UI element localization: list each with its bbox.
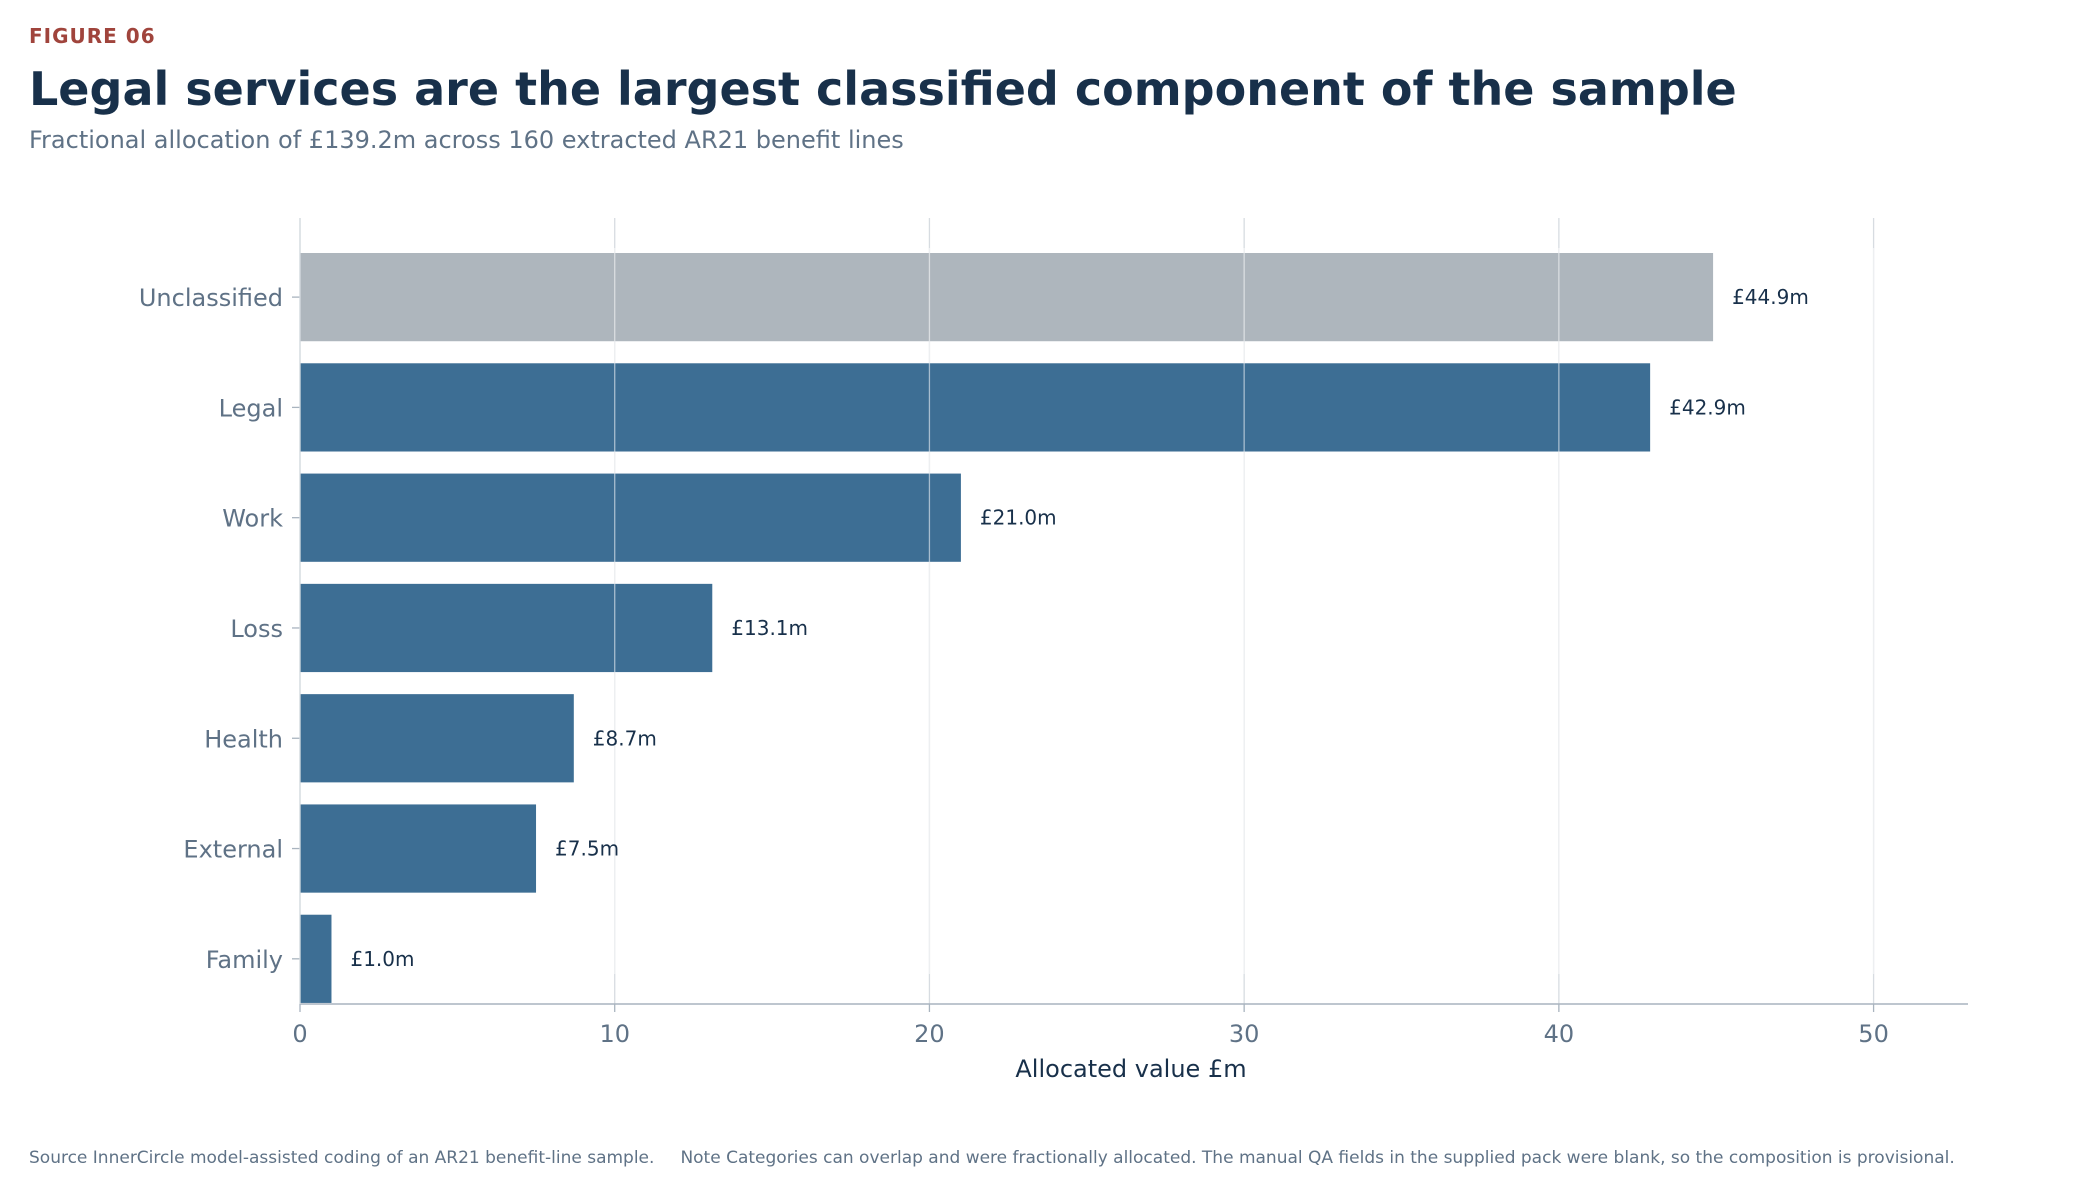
category-label: Work (222, 505, 283, 533)
bars (300, 248, 1875, 1003)
chart-subtitle: Fractional allocation of £139.2m across … (29, 126, 904, 154)
bar-health (300, 694, 574, 783)
category-label: Unclassified (139, 284, 283, 312)
category-label: Legal (219, 394, 283, 422)
figure-label: FIGURE 06 (29, 24, 156, 48)
value-label: £13.1m (731, 616, 808, 640)
bar-loss (300, 583, 713, 673)
x-axis-title: Allocated value £m (1015, 1055, 1246, 1083)
category-label: External (183, 836, 283, 864)
value-label: £21.0m (980, 506, 1057, 530)
x-tick-label: 10 (599, 1020, 630, 1048)
note-text: Note Categories can overlap and were fra… (680, 1148, 1955, 1168)
bar-external (300, 804, 537, 893)
category-label: Loss (230, 615, 283, 643)
value-label: £7.5m (555, 837, 619, 861)
x-tick-label: 0 (292, 1020, 307, 1048)
bar-legal (300, 363, 1651, 452)
bar-unclassified (300, 253, 1714, 342)
value-label: £1.0m (350, 947, 414, 971)
value-label: £42.9m (1669, 395, 1746, 419)
bar-work (300, 473, 961, 562)
x-tick-label: 50 (1858, 1020, 1889, 1048)
x-tick-label: 30 (1229, 1020, 1260, 1048)
category-label: Health (204, 725, 283, 753)
labels: 0 10 20 30 40 50 Unclassified £44.9m Legal £42.9m… (139, 284, 1889, 1083)
value-label: £44.9m (1732, 285, 1809, 309)
value-label: £8.7m (593, 726, 657, 750)
x-tick-label: 40 (1544, 1020, 1575, 1048)
axes (292, 218, 1968, 1012)
footer-note: Source InnerCircle model-assisted coding… (29, 1148, 1955, 1168)
category-label: Family (206, 946, 283, 974)
chart-title: Legal services are the largest classifie… (29, 62, 1737, 116)
bar-family (300, 914, 332, 1003)
source-text: Source InnerCircle model-assisted coding… (29, 1148, 655, 1168)
x-tick-label: 20 (914, 1020, 945, 1048)
